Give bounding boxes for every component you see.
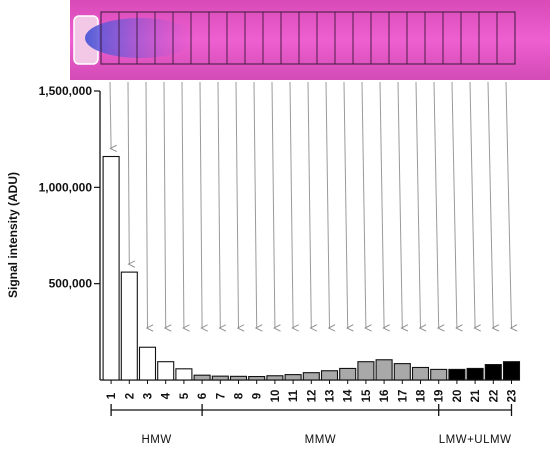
bar bbox=[484, 364, 502, 381]
bar bbox=[157, 361, 175, 381]
group-label: LMW+ULMW bbox=[439, 434, 512, 446]
bar bbox=[448, 368, 466, 381]
y-axis-label: Signal intensity (ADU) bbox=[6, 172, 20, 298]
bar bbox=[357, 361, 375, 381]
lane-arrow bbox=[397, 81, 402, 328]
y-tick-label: 500,000 bbox=[49, 277, 93, 291]
x-tick-label: 23 bbox=[507, 390, 519, 403]
lane-arrow bbox=[217, 81, 220, 328]
lane-arrow bbox=[487, 81, 493, 328]
gel-smear bbox=[85, 18, 195, 58]
x-tick-label: 17 bbox=[397, 390, 409, 403]
axes: 500,000 1,000,000 1,500,000 Signal intensi… bbox=[6, 84, 520, 381]
y-tick-label: 1,500,000 bbox=[39, 84, 93, 98]
lane-arrow bbox=[199, 81, 202, 328]
gel-lane-frame bbox=[100, 11, 516, 65]
x-tick-label: 15 bbox=[361, 389, 373, 402]
lane-arrow bbox=[145, 81, 148, 328]
bar bbox=[211, 375, 229, 381]
lane-arrow bbox=[289, 81, 293, 328]
lane-arrow bbox=[235, 81, 239, 328]
bar bbox=[175, 368, 193, 381]
lane-arrow bbox=[163, 81, 166, 328]
x-tick-label: 11 bbox=[288, 389, 300, 402]
x-tick-label: 16 bbox=[379, 390, 391, 403]
bar bbox=[411, 366, 430, 381]
lane-arrow bbox=[181, 81, 184, 328]
bar bbox=[302, 372, 320, 381]
bar bbox=[339, 367, 357, 381]
bar bbox=[102, 155, 120, 381]
group-label: HMW bbox=[141, 434, 171, 446]
lane-arrow bbox=[127, 81, 129, 264]
lane-arrow bbox=[469, 81, 475, 328]
lane-arrows bbox=[110, 81, 512, 328]
group-label: MMW bbox=[305, 434, 337, 446]
bar bbox=[466, 367, 484, 381]
x-tick-label: 9 bbox=[252, 393, 264, 399]
bar bbox=[229, 375, 248, 381]
x-tick-label: 3 bbox=[143, 393, 155, 399]
y-ticks: 500,000 1,000,000 1,500,000 bbox=[39, 84, 100, 291]
gel-lane-dividers bbox=[118, 12, 498, 64]
x-tick-label: 4 bbox=[161, 392, 173, 399]
bar bbox=[193, 374, 211, 381]
x-tick-label: 21 bbox=[470, 389, 482, 402]
bar bbox=[248, 375, 266, 381]
bar bbox=[502, 361, 521, 381]
lane-arrow bbox=[253, 81, 257, 328]
lane-arrow bbox=[307, 81, 311, 328]
bar bbox=[375, 359, 393, 381]
lane-arrow bbox=[451, 81, 457, 328]
x-tick-label: 14 bbox=[343, 389, 355, 402]
lane-arrow bbox=[343, 81, 348, 328]
x-tick-label: 18 bbox=[416, 389, 428, 402]
lane-arrow bbox=[110, 81, 111, 149]
lane-arrow bbox=[325, 81, 330, 328]
group-brackets: HMW MMW LMW+ULMW bbox=[110, 404, 513, 446]
lane-arrow bbox=[433, 81, 439, 328]
x-tick-label: 1 bbox=[106, 392, 118, 399]
x-tick-label: 7 bbox=[215, 393, 227, 399]
bar bbox=[138, 346, 157, 381]
x-tick-label: 20 bbox=[452, 390, 464, 403]
x-tick-label: 5 bbox=[179, 392, 191, 399]
x-tick-label: 19 bbox=[434, 390, 446, 403]
lane-arrow bbox=[505, 81, 512, 328]
y-tick-label: 1,000,000 bbox=[39, 180, 93, 194]
bar bbox=[266, 375, 284, 381]
lane-arrow bbox=[361, 81, 366, 328]
bar bbox=[284, 374, 302, 381]
x-tick-label: 13 bbox=[325, 390, 337, 403]
x-tick-label: 2 bbox=[124, 393, 136, 399]
lane-arrow bbox=[415, 81, 421, 328]
category-labels: 1 2 3 4 5 6 7 8 9 10 11 12 13 14 15 16 17 18 19 20 21 22 23 bbox=[106, 380, 519, 403]
bar bbox=[393, 363, 411, 381]
lane-arrow bbox=[271, 81, 275, 328]
bar bbox=[430, 368, 448, 381]
x-tick-label: 10 bbox=[270, 390, 282, 403]
gel-image bbox=[70, 0, 550, 80]
x-tick-label: 8 bbox=[234, 392, 246, 399]
bar bbox=[320, 370, 339, 381]
lane-arrow bbox=[379, 81, 384, 328]
bar bbox=[120, 271, 138, 381]
x-tick-label: 12 bbox=[306, 390, 318, 403]
x-tick-label: 22 bbox=[488, 390, 500, 403]
x-tick-label: 6 bbox=[197, 393, 209, 399]
